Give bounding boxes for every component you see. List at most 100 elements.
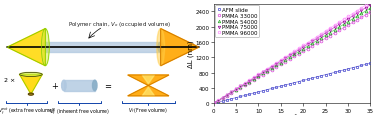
Bar xyxy=(45,43,161,53)
PMMA 54000 xyxy=(296,51,301,53)
PMMA 54000 xyxy=(225,95,229,96)
PMMA 96000 xyxy=(364,5,368,7)
PMMA 96000 xyxy=(256,74,261,75)
PMMA 33000 xyxy=(296,54,301,55)
Line: PMMA 96000: PMMA 96000 xyxy=(212,1,372,105)
AFM slide xyxy=(247,94,252,95)
AFM slide xyxy=(274,87,279,88)
PMMA 75000 xyxy=(341,22,346,23)
AFM slide xyxy=(305,79,310,80)
PMMA 96000 xyxy=(292,51,296,52)
PMMA 33000 xyxy=(288,59,292,60)
PMMA 54000 xyxy=(332,30,337,31)
PMMA 96000 xyxy=(234,88,238,90)
AFM slide xyxy=(350,67,355,69)
Polygon shape xyxy=(161,29,199,66)
AFM slide xyxy=(364,64,368,65)
Bar xyxy=(64,80,95,91)
PMMA 54000 xyxy=(260,73,265,75)
Text: Polymer chain, $V_o$ (occupied volume): Polymer chain, $V_o$ (occupied volume) xyxy=(68,20,171,29)
AFM slide xyxy=(238,96,243,97)
PMMA 54000 xyxy=(364,11,368,12)
Ellipse shape xyxy=(62,80,66,91)
PMMA 96000 xyxy=(319,34,324,35)
PMMA 96000 xyxy=(341,20,346,21)
PMMA 75000 xyxy=(220,97,225,99)
PMMA 75000 xyxy=(292,53,296,54)
Line: PMMA 54000: PMMA 54000 xyxy=(212,8,372,105)
PMMA 54000 xyxy=(274,65,279,66)
AFM slide xyxy=(355,66,359,68)
PMMA 33000 xyxy=(350,23,355,24)
PMMA 33000 xyxy=(225,95,229,96)
PMMA 96000 xyxy=(368,2,373,3)
PMMA 33000 xyxy=(314,43,319,45)
AFM slide xyxy=(216,102,220,103)
PMMA 96000 xyxy=(314,37,319,38)
PMMA 75000 xyxy=(238,86,243,87)
AFM slide xyxy=(296,81,301,83)
AFM slide xyxy=(265,89,270,91)
PMMA 33000 xyxy=(260,74,265,76)
PMMA 96000 xyxy=(270,65,274,67)
PMMA 96000 xyxy=(265,68,270,70)
PMMA 33000 xyxy=(247,82,252,84)
PMMA 96000 xyxy=(359,8,364,9)
AFM slide xyxy=(337,71,341,72)
PMMA 96000 xyxy=(274,63,279,64)
PMMA 33000 xyxy=(265,72,270,73)
AFM slide xyxy=(328,73,332,75)
PMMA 54000 xyxy=(220,98,225,99)
PMMA 96000 xyxy=(283,57,288,58)
PMMA 33000 xyxy=(270,69,274,71)
AFM slide xyxy=(260,90,265,92)
PMMA 54000 xyxy=(292,54,296,56)
PMMA 54000 xyxy=(279,62,283,64)
PMMA 54000 xyxy=(310,43,314,45)
Line: PMMA 33000: PMMA 33000 xyxy=(212,12,372,105)
Text: 2 ×: 2 × xyxy=(4,77,15,82)
PMMA 54000 xyxy=(350,19,355,20)
PMMA 96000 xyxy=(328,28,332,30)
PMMA 54000 xyxy=(355,16,359,18)
PMMA 54000 xyxy=(341,24,346,26)
AFM slide xyxy=(292,82,296,84)
PMMA 54000 xyxy=(252,78,256,80)
PMMA 54000 xyxy=(359,14,364,15)
PMMA 96000 xyxy=(216,100,220,101)
Polygon shape xyxy=(142,75,155,84)
PMMA 75000 xyxy=(279,61,283,62)
PMMA 33000 xyxy=(359,17,364,19)
PMMA 75000 xyxy=(243,83,247,85)
PMMA 75000 xyxy=(270,67,274,68)
PMMA 54000 xyxy=(301,49,305,50)
AFM slide xyxy=(341,70,346,71)
PMMA 96000 xyxy=(220,97,225,99)
PMMA 54000 xyxy=(229,92,234,93)
Legend: AFM slide, PMMA 33000, PMMA 54000, PMMA 75000, PMMA 96000: AFM slide, PMMA 33000, PMMA 54000, PMMA … xyxy=(215,6,259,38)
PMMA 75000 xyxy=(332,27,337,29)
PMMA 33000 xyxy=(283,62,288,63)
AFM slide xyxy=(243,95,247,96)
PMMA 96000 xyxy=(337,22,341,24)
Text: +: + xyxy=(51,81,58,90)
PMMA 75000 xyxy=(355,13,359,15)
PMMA 33000 xyxy=(211,103,216,104)
AFM slide xyxy=(229,98,234,100)
PMMA 54000 xyxy=(346,22,350,23)
AFM slide xyxy=(252,93,256,94)
PMMA 54000 xyxy=(314,41,319,42)
PMMA 96000 xyxy=(225,94,229,96)
PMMA 33000 xyxy=(220,98,225,99)
PMMA 54000 xyxy=(211,103,216,104)
AFM slide xyxy=(225,99,229,101)
PMMA 75000 xyxy=(229,92,234,93)
PMMA 33000 xyxy=(346,25,350,27)
PMMA 75000 xyxy=(252,78,256,79)
AFM slide xyxy=(279,86,283,87)
Polygon shape xyxy=(20,75,42,94)
PMMA 54000 xyxy=(270,68,274,69)
PMMA 33000 xyxy=(364,15,368,16)
AFM slide xyxy=(256,91,261,93)
PMMA 75000 xyxy=(234,89,238,90)
